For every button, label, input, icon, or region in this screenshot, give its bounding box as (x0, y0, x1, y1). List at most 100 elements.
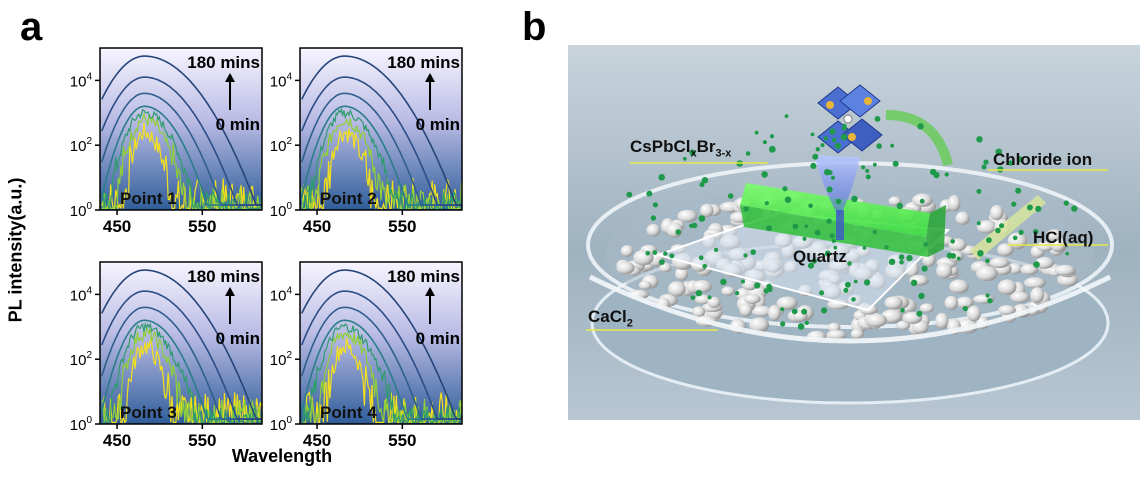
chloride-ion-dot (741, 279, 745, 284)
chloride-ion-dot (874, 116, 881, 122)
spectrum-series-5 (100, 76, 262, 206)
y-tick-label: 102 (70, 350, 93, 369)
chloride-ion-dot (921, 265, 928, 272)
chloride-ion-dot (1026, 204, 1033, 211)
pebble (721, 286, 735, 296)
spectrum-series-4 (300, 306, 462, 420)
label-perovskite: CsPbClxBr3-x (630, 137, 732, 160)
chloride-ion-dot (714, 247, 719, 252)
chloride-ion-dot (876, 143, 882, 149)
chloride-ion-dot (802, 236, 807, 241)
chloride-ion-dot (675, 229, 681, 235)
chloride-ion-dot (821, 307, 828, 314)
label-cacl2: CaCl2 (588, 307, 633, 330)
chloride-ion-dot (950, 239, 955, 244)
chloride-ion-dot (701, 177, 709, 184)
chloride-ion-dot (707, 295, 712, 300)
chloride-ion-dot (929, 168, 937, 176)
chloride-ion-dot (826, 218, 832, 224)
spectrum-series-0 (301, 128, 463, 211)
chloride-ion-dot (985, 293, 990, 298)
pebble (691, 280, 712, 293)
chloride-ion-dot (808, 203, 813, 209)
pebble (743, 294, 761, 304)
y-tick-label: 100 (270, 201, 293, 220)
chloride-ion-dot (888, 258, 896, 265)
spectrum-series-6 (300, 55, 462, 206)
pebble (707, 296, 721, 309)
pebble (1035, 256, 1055, 269)
chloride-ion-dot (784, 114, 789, 118)
curved-arrow (885, 110, 953, 167)
y-tick-label: 100 (70, 201, 93, 220)
chloride-ion-dot (884, 245, 889, 250)
chloride-ion-dot (689, 223, 694, 228)
pebble (1024, 277, 1046, 289)
pebble (675, 266, 689, 281)
chloride-ion-dot (840, 133, 848, 141)
shared-y-axis-label: PL intensity(a.u.) (5, 177, 26, 323)
chloride-ion-dot (898, 254, 905, 260)
spectrum-series-6 (300, 269, 462, 420)
x-tick-label: 550 (388, 217, 416, 236)
plot-background (300, 48, 462, 210)
chloride-ion-dot (766, 225, 773, 232)
spectrum-series-5 (300, 290, 462, 420)
pebble (976, 265, 998, 282)
pebble (944, 295, 958, 310)
chloride-ion-dot (986, 237, 992, 244)
chloride-ion-dot (698, 215, 706, 222)
chloride-ion-dot (831, 239, 836, 243)
chloride-ion-dot (999, 223, 1005, 229)
spectrum-series-6 (100, 55, 262, 206)
chloride-ion-dot (652, 202, 658, 208)
y-tick-label: 104 (70, 285, 93, 304)
chloride-ion-dot (847, 261, 852, 266)
chloride-ion-dot (645, 251, 650, 256)
pebble (1010, 291, 1030, 303)
chloride-ion-dot (899, 260, 904, 265)
chloride-ion-dot (890, 143, 894, 148)
inset-point-label: Point 2 (320, 189, 377, 208)
spectrum-series-2 (301, 107, 463, 211)
chloride-ion-dot (831, 137, 837, 143)
chloride-ion-dot (823, 136, 828, 141)
pebble (1030, 287, 1045, 304)
pebble (1007, 263, 1023, 275)
pebble (948, 195, 961, 212)
pebble (1046, 229, 1063, 242)
chloride-ion-dot (764, 201, 769, 206)
chloride-ion-dot (797, 323, 805, 330)
chloride-ion-dot (831, 175, 835, 180)
chloride-ion-dot (782, 186, 788, 192)
y-tick-label: 104 (270, 71, 293, 90)
chloride-ions (626, 114, 1078, 330)
chloride-ion-dot (983, 159, 989, 165)
chloride-ion-dot (784, 196, 792, 203)
x-tick-label: 450 (303, 217, 331, 236)
chloride-ion-dot (1018, 229, 1024, 235)
chloride-ion-dot (754, 130, 759, 135)
chloride-ion-dot (814, 229, 821, 236)
chloride-ion-dot (956, 256, 961, 261)
chloride-ion-dot (727, 193, 734, 199)
chloride-ion-dot (699, 181, 705, 188)
pebble (976, 220, 997, 234)
x-tick-label: 550 (188, 217, 216, 236)
y-tick-label: 104 (70, 71, 93, 90)
arrow-top-label: 180 mins (187, 53, 260, 72)
subplot-point-4: 450 550 100 102 104 180 mins 0 min Point 4 (240, 254, 470, 454)
chloride-ion-dot (950, 253, 957, 259)
chloride-ion-dot (872, 230, 877, 235)
chloride-ion-dot (862, 246, 867, 250)
spectrum-series-2 (101, 108, 263, 211)
chloride-ion-dot (690, 295, 696, 300)
chloride-ion-dot (720, 278, 727, 286)
chloride-ion-dot (853, 279, 858, 284)
pebble (884, 296, 903, 310)
time-arrow-head (425, 73, 435, 82)
arrow-top-label: 180 mins (387, 267, 460, 286)
y-tick-label: 102 (270, 136, 293, 155)
chloride-ion-dot (962, 305, 968, 312)
chloride-ion-dot (1033, 229, 1039, 235)
